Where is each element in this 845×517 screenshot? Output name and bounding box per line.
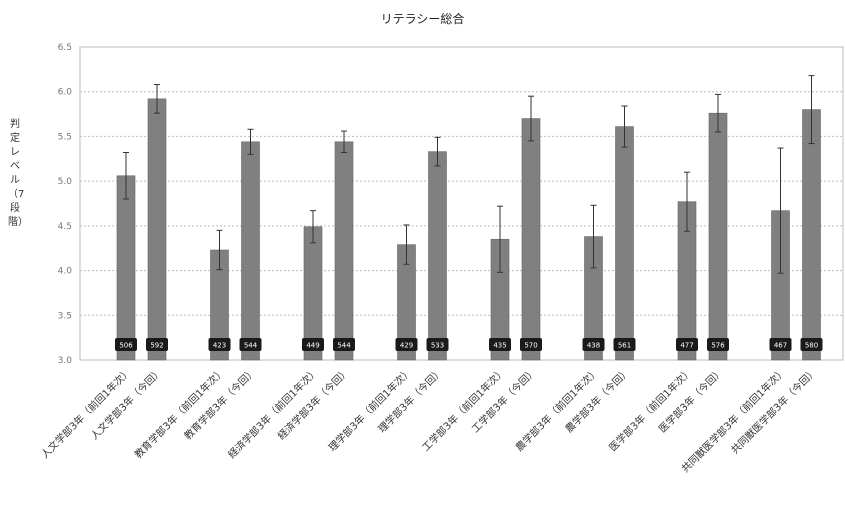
bar — [116, 175, 136, 361]
bar — [241, 141, 260, 361]
bar — [147, 98, 167, 361]
value-label-box — [582, 338, 605, 351]
value-label: 449 — [306, 342, 319, 350]
value-label-box — [115, 338, 137, 351]
y-tick-label: 5.0 — [58, 177, 73, 187]
y-tick-label: 3.5 — [58, 311, 72, 321]
value-label: 533 — [431, 342, 444, 350]
y-tick-label: 3.0 — [58, 356, 73, 366]
value-label: 423 — [213, 342, 226, 350]
bar — [428, 151, 447, 361]
value-label-box — [239, 338, 262, 351]
y-tick-label: 6.0 — [58, 88, 73, 98]
bar — [802, 109, 821, 361]
value-label: 506 — [119, 342, 133, 350]
value-label-box — [333, 338, 355, 351]
y-tick-label: 4.5 — [58, 222, 72, 232]
value-label: 561 — [618, 342, 631, 350]
value-label: 576 — [711, 342, 725, 350]
value-label: 544 — [337, 342, 351, 350]
y-tick-label: 5.5 — [58, 132, 72, 142]
value-label-box — [676, 338, 698, 351]
value-label-box — [302, 338, 324, 351]
value-label-box — [395, 338, 418, 351]
y-tick-label: 4.0 — [58, 267, 73, 277]
bar — [615, 126, 634, 361]
value-label-box — [613, 338, 636, 351]
value-label: 544 — [244, 342, 258, 350]
chart-title: リテラシー総合 — [380, 12, 465, 26]
value-label-box — [146, 338, 168, 351]
value-label: 570 — [524, 342, 537, 350]
value-label-box — [208, 338, 231, 351]
value-label-box — [769, 338, 792, 351]
value-label: 467 — [774, 342, 787, 350]
plot-area — [79, 46, 844, 361]
value-label-box — [426, 338, 449, 351]
value-label-box — [707, 338, 729, 351]
bar — [334, 141, 354, 361]
value-label-box — [520, 338, 542, 351]
y-tick-label: 6.5 — [58, 43, 72, 53]
bar — [521, 118, 541, 361]
value-label: 435 — [493, 342, 506, 350]
value-label: 580 — [805, 342, 818, 350]
value-label: 477 — [680, 342, 693, 350]
bar — [708, 112, 728, 361]
value-label-box — [800, 338, 823, 351]
value-label: 592 — [150, 342, 163, 350]
y-axis-label: 判定レベル（7段階） — [8, 119, 28, 228]
value-label: 438 — [587, 342, 600, 350]
value-label-box — [489, 338, 511, 351]
value-label: 429 — [400, 342, 413, 350]
